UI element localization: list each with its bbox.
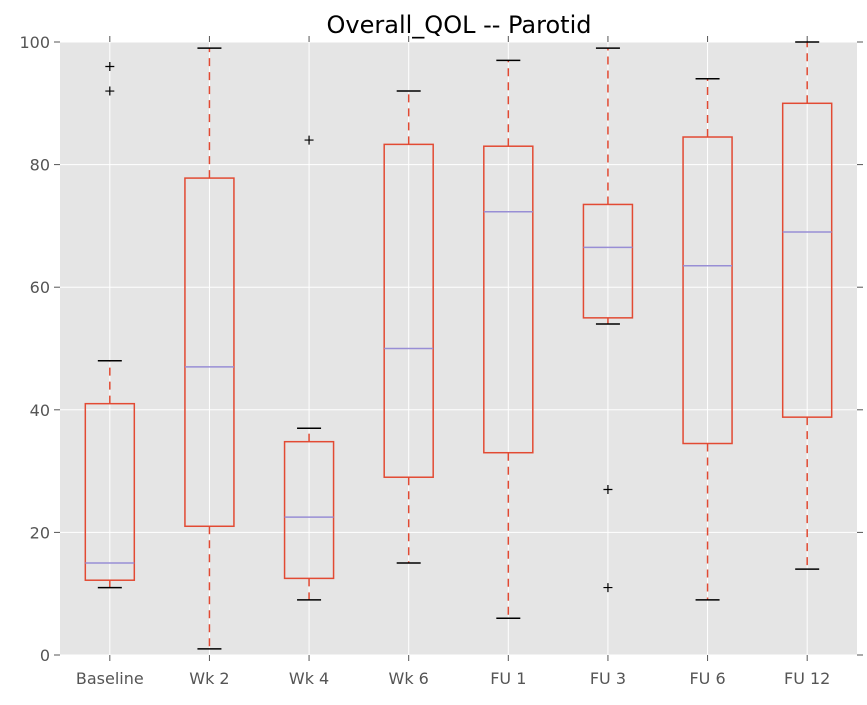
y-tick-label: 40 <box>30 401 50 420</box>
box-iqr <box>283 440 335 580</box>
y-tick-label: 60 <box>30 278 50 297</box>
box-iqr <box>483 145 534 454</box>
outlier-marker <box>105 62 115 72</box>
x-tick-label: FU 12 <box>784 669 830 688</box>
plot-area: 0 20 40 60 80 100 Baseline Wk 2 Wk 4 Wk 6 FU 1 FU 3… <box>19 33 863 688</box>
y-tick-label: 20 <box>30 523 50 542</box>
y-tick-label: 0 <box>40 646 50 665</box>
box-iqr <box>682 136 733 445</box>
x-tick-label: FU 3 <box>590 669 626 688</box>
box-iqr <box>84 402 136 581</box>
x-tick-label: Baseline <box>76 669 144 688</box>
x-tick-label: FU 6 <box>689 669 725 688</box>
x-tick-label: Wk 2 <box>189 669 229 688</box>
outlier-marker <box>603 583 613 593</box>
box-iqr <box>781 102 833 418</box>
y-tick-label: 80 <box>30 156 50 175</box>
y-tick-label: 100 <box>19 33 50 52</box>
plot-background <box>60 42 857 655</box>
x-tick-label: FU 1 <box>490 669 526 688</box>
box-iqr <box>184 177 235 528</box>
outlier-marker <box>304 135 314 145</box>
box-iqr <box>383 143 434 478</box>
outlier-marker <box>603 484 613 494</box>
box-iqr <box>582 203 634 319</box>
x-tick-label: Wk 4 <box>289 669 329 688</box>
outlier-marker <box>105 86 115 96</box>
x-tick-label: Wk 6 <box>389 669 429 688</box>
chart-title: Overall_QOL -- Parotid <box>327 11 592 39</box>
